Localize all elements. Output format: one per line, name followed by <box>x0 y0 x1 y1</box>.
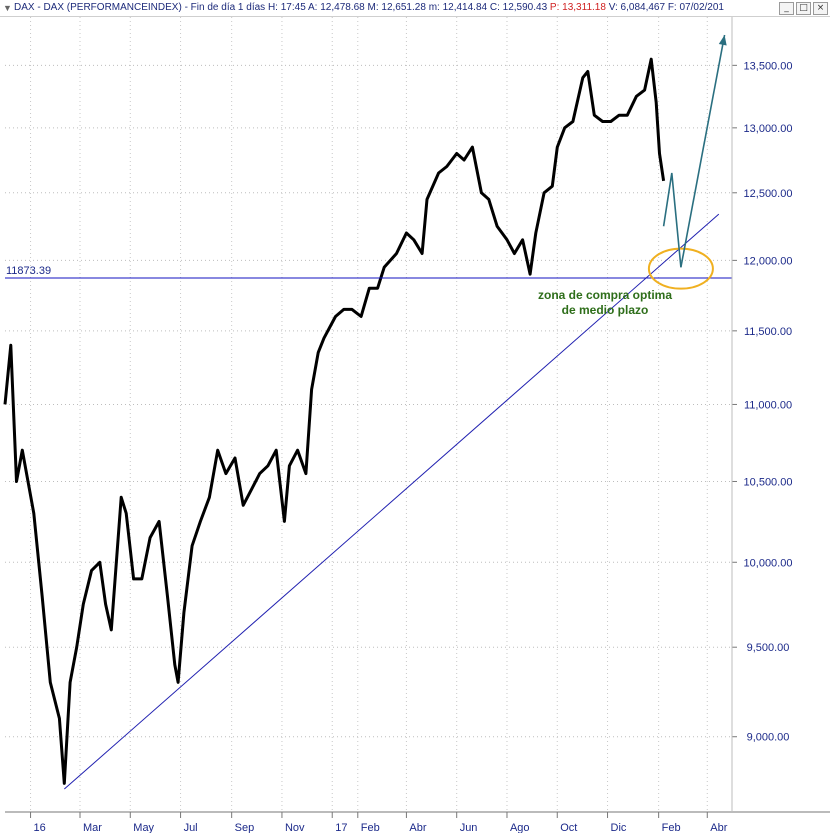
maximize-button[interactable]: □ <box>796 2 811 15</box>
y-tick-label: 11,500.00 <box>744 326 792 338</box>
stat-fecha: F: 07/02/201 <box>667 2 724 13</box>
projection-arrow-line <box>680 34 726 268</box>
trendline <box>64 213 720 790</box>
chart-header: ▼ DAX - DAX (PERFORMANCEINDEX) - Fin de … <box>0 0 830 17</box>
stat-maximo: M: 12,651.28 <box>367 2 426 13</box>
x-tick-label: 17 <box>335 822 347 833</box>
x-tick-label: Jun <box>460 822 478 833</box>
y-tick-label: 12,500.00 <box>744 188 793 200</box>
support-label: 11873.39 <box>6 265 51 277</box>
annotations: 11873.39 zona de compra optima de medio pl… <box>5 34 732 790</box>
chart-title: DAX - DAX (PERFORMANCEINDEX) - Fin de dí… <box>14 2 266 13</box>
close-button[interactable]: × <box>813 2 828 15</box>
y-tick-label: 13,500.00 <box>744 60 793 72</box>
projection-arrowhead <box>718 34 727 46</box>
y-tick-label: 11,000.00 <box>744 399 792 411</box>
y-tick-label: 12,000.00 <box>744 255 793 267</box>
x-tick-label: 16 <box>34 822 46 833</box>
stat-hora: H: 17:45 <box>267 2 306 13</box>
stat-cierre: C: 12,590.43 <box>489 2 548 13</box>
stat-minimo: m: 12,414.84 <box>428 2 488 13</box>
buy-zone-note: zona de compra optima de medio plazo <box>538 288 672 317</box>
y-tick-label: 10,500.00 <box>744 476 793 488</box>
window-controls: _ □ × <box>779 2 828 15</box>
stat-apertura: A: 12,478.68 <box>308 2 365 13</box>
price-line <box>3 57 666 785</box>
buy-zone-circle <box>647 247 714 290</box>
y-tick-label: 10,000.00 <box>744 557 793 569</box>
chart-title-bar: DAX - DAX (PERFORMANCEINDEX) - Fin de dí… <box>14 0 724 16</box>
projection-zigzag <box>662 172 682 268</box>
x-tick-label: Oct <box>560 822 577 833</box>
x-tick-label: Feb <box>361 822 380 833</box>
x-tick-label: Abr <box>409 822 426 833</box>
grid <box>5 17 732 812</box>
x-tick-label: May <box>133 822 154 833</box>
y-tick-label: 13,000.00 <box>744 123 793 135</box>
x-tick-label: Mar <box>83 822 102 833</box>
x-tick-label: Jul <box>184 822 198 833</box>
stat-volumen: V: 6,084,467 <box>608 2 666 13</box>
menu-arrow-icon[interactable]: ▼ <box>3 3 12 13</box>
x-tick-label: Ago <box>510 822 530 833</box>
minimize-button[interactable]: _ <box>779 2 794 15</box>
x-tick-label: Abr <box>710 822 727 833</box>
x-tick-label: Dic <box>611 822 627 833</box>
price-series <box>3 57 666 785</box>
axes: 9,000.00 9,500.00 10,000.00 10,500.00 11,000… <box>5 17 830 833</box>
y-tick-label: 9,000.00 <box>747 732 790 744</box>
y-tick-label: 9,500.00 <box>747 642 790 654</box>
x-tick-label: Nov <box>285 822 305 833</box>
stat-p: P: 13,311.18 <box>549 2 606 13</box>
x-tick-label: Sep <box>235 822 255 833</box>
x-tick-label: Feb <box>662 822 681 833</box>
